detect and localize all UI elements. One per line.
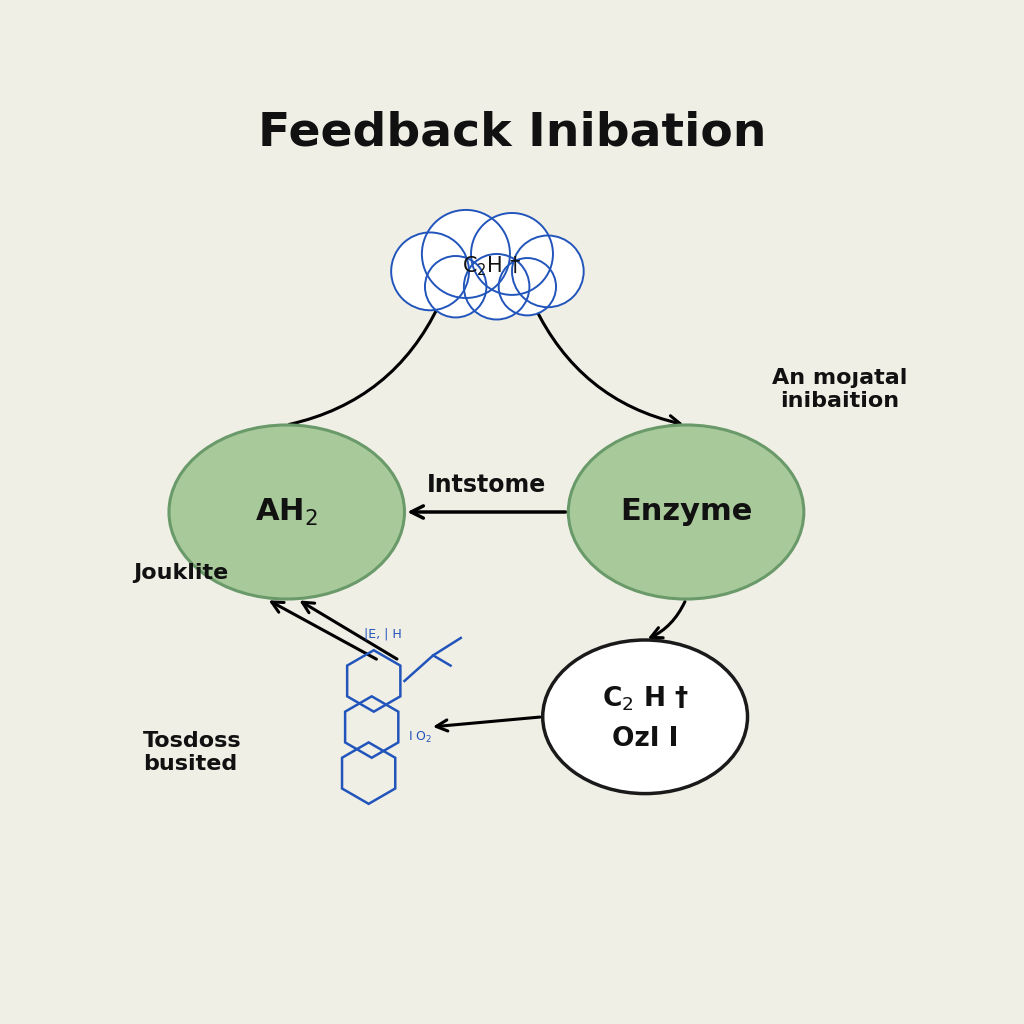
Text: AH$_2$: AH$_2$ xyxy=(255,497,318,527)
Circle shape xyxy=(499,258,556,315)
Text: An moȷatal
inibaition: An moȷatal inibaition xyxy=(772,368,907,411)
Ellipse shape xyxy=(169,425,404,599)
Text: Jouklite: Jouklite xyxy=(133,563,228,584)
Text: |E, | H: |E, | H xyxy=(364,627,401,640)
Text: C$_2$H †: C$_2$H † xyxy=(462,254,521,279)
Circle shape xyxy=(391,232,469,310)
Circle shape xyxy=(464,254,529,319)
Circle shape xyxy=(422,210,510,298)
Circle shape xyxy=(425,256,486,317)
Ellipse shape xyxy=(568,425,804,599)
Text: Enzyme: Enzyme xyxy=(620,498,753,526)
Circle shape xyxy=(512,236,584,307)
Text: Tosdoss
busited: Tosdoss busited xyxy=(143,731,242,774)
Ellipse shape xyxy=(543,640,748,794)
Text: Intstome: Intstome xyxy=(427,473,546,497)
Circle shape xyxy=(471,213,553,295)
Text: I O$_2$: I O$_2$ xyxy=(408,730,432,744)
Text: OzI I: OzI I xyxy=(612,726,678,753)
Text: C$_2$ H †: C$_2$ H † xyxy=(602,684,688,713)
Text: Feedback Inibation: Feedback Inibation xyxy=(258,111,766,156)
